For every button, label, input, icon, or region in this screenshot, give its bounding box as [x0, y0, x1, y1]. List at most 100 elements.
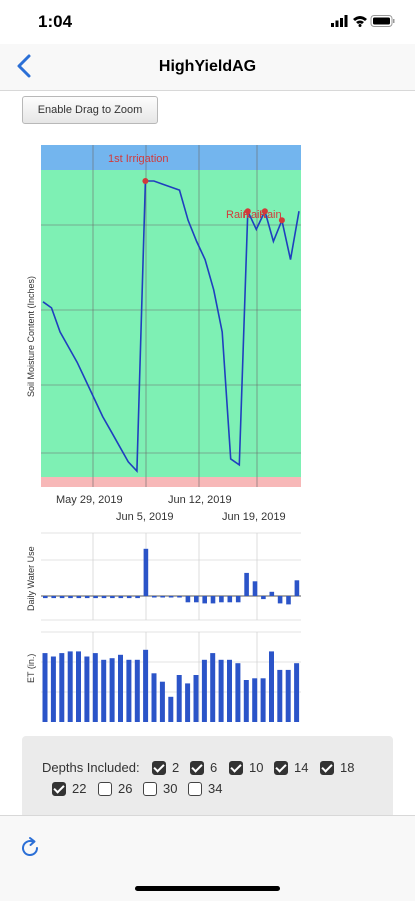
et-bars — [42, 649, 300, 723]
water-use-bar[interactable] — [227, 596, 233, 603]
page-title: HighYieldAG — [158, 58, 257, 75]
water-use-bar[interactable] — [51, 596, 56, 599]
et-bar[interactable] — [285, 669, 291, 722]
water-use-bar[interactable] — [126, 596, 132, 599]
checkbox-box — [143, 781, 157, 796]
depth-label: 34 — [208, 781, 223, 796]
et-bar[interactable] — [143, 649, 149, 722]
depth-checkbox-18[interactable]: 18 — [320, 760, 354, 775]
et-chart[interactable]: ET (in.) — [26, 631, 301, 723]
signal-icon — [331, 15, 395, 27]
event-marker[interactable] — [142, 178, 149, 184]
et-bar[interactable] — [210, 653, 216, 722]
daily-water-use-chart[interactable]: Daily Water Use — [26, 532, 301, 621]
et-bar[interactable] — [168, 696, 174, 722]
et-bar[interactable] — [176, 675, 182, 722]
water-use-bar[interactable] — [143, 548, 149, 597]
enable-drag-to-zoom-button[interactable]: Enable Drag to Zoom — [22, 96, 158, 124]
depth-checkbox-22[interactable]: 22 — [52, 781, 86, 796]
depth-checkbox-26[interactable]: 26 — [98, 781, 132, 796]
et-bar[interactable] — [59, 653, 65, 722]
depth-label: 26 — [118, 781, 133, 796]
water-use-bar[interactable] — [43, 596, 48, 599]
et-bar[interactable] — [277, 669, 283, 722]
soil-moisture-chart[interactable]: Soil Moisture Content (Inches) May 29, 2… — [26, 145, 301, 523]
water-use-bar[interactable] — [277, 596, 283, 604]
water-use-bar[interactable] — [101, 596, 107, 599]
y-axis-label: Soil Moisture Content (Inches) — [26, 276, 36, 397]
depth-checkbox-6[interactable]: 6 — [190, 760, 217, 775]
water-use-bar[interactable] — [269, 591, 275, 596]
depth-checkbox-34[interactable]: 34 — [188, 781, 222, 796]
depth-checkbox-30[interactable]: 30 — [143, 781, 177, 796]
back-button[interactable] — [14, 52, 42, 82]
et-bar[interactable] — [126, 659, 132, 722]
water-use-bar[interactable] — [135, 596, 140, 599]
et-bar[interactable] — [67, 651, 73, 722]
event-marker[interactable] — [278, 217, 285, 224]
et-bar[interactable] — [134, 659, 140, 722]
et-bar[interactable] — [159, 681, 165, 722]
water-use-bar[interactable] — [84, 596, 90, 599]
depth-checkbox-14[interactable]: 14 — [274, 760, 308, 775]
et-bar[interactable] — [193, 675, 199, 722]
et-bar[interactable] — [269, 651, 274, 722]
et-bar[interactable] — [118, 654, 123, 722]
water-use-bar[interactable] — [185, 596, 191, 603]
et-bar[interactable] — [260, 678, 266, 722]
water-use-bar[interactable] — [93, 596, 98, 599]
water-use-bar[interactable] — [261, 596, 266, 600]
et-bar[interactable] — [109, 658, 115, 722]
et-bar[interactable] — [252, 678, 258, 722]
water-use-bar[interactable] — [76, 596, 82, 599]
water-use-bar[interactable] — [286, 596, 291, 605]
home-indicator — [135, 886, 280, 891]
water-use-bar[interactable] — [152, 596, 157, 598]
et-bar[interactable] — [101, 659, 107, 722]
water-use-bar[interactable] — [160, 596, 165, 598]
water-use-bar[interactable] — [110, 596, 115, 599]
navigation-bar: HighYieldAG — [0, 44, 415, 91]
water-use-bar[interactable] — [59, 596, 65, 599]
water-use-bar[interactable] — [210, 596, 216, 604]
et-bar[interactable] — [294, 663, 300, 722]
et-bar[interactable] — [92, 653, 98, 722]
water-use-bar[interactable] — [252, 581, 258, 596]
water-use-bar[interactable] — [177, 596, 182, 598]
status-time: 1:04 — [38, 12, 73, 31]
depths-title: Depths Included: — [42, 760, 140, 775]
et-bar[interactable] — [235, 663, 241, 722]
depth-label: 22 — [72, 781, 87, 796]
depth-checkbox-10[interactable]: 10 — [229, 760, 263, 775]
et-bar[interactable] — [42, 653, 48, 722]
et-bar[interactable] — [185, 683, 191, 722]
full-band — [41, 145, 301, 170]
water-use-bar[interactable] — [168, 596, 174, 598]
et-bar[interactable] — [84, 656, 90, 723]
water-use-bar[interactable] — [294, 580, 300, 597]
status-bar: 1:04 — [0, 0, 415, 44]
water-use-bar[interactable] — [244, 572, 249, 596]
water-use-bar[interactable] — [202, 596, 207, 604]
depth-checkbox-2[interactable]: 2 — [152, 760, 179, 775]
et-bar[interactable] — [50, 656, 56, 723]
event-marker[interactable] — [261, 208, 268, 215]
water-use-bar[interactable] — [219, 596, 224, 603]
event-marker[interactable] — [244, 208, 251, 215]
et-bar[interactable] — [151, 673, 157, 722]
et-bar[interactable] — [76, 651, 81, 722]
et-bar[interactable] — [227, 659, 232, 722]
water-use-bar[interactable] — [68, 596, 73, 599]
depth-label: 18 — [340, 760, 355, 775]
water-use-bar[interactable] — [118, 596, 124, 599]
et-bar[interactable] — [218, 659, 224, 722]
charts-area: Soil Moisture Content (Inches) May 29, 2… — [26, 145, 301, 723]
et-bar[interactable] — [243, 680, 249, 722]
water-use-bar[interactable] — [235, 596, 241, 603]
water-use-bar[interactable] — [194, 596, 199, 603]
refresh-button[interactable] — [18, 836, 42, 860]
depth-label: 6 — [210, 760, 218, 775]
checkbox-box — [52, 781, 66, 796]
et-y-axis-label: ET (in.) — [26, 654, 36, 683]
et-bar[interactable] — [201, 659, 207, 722]
